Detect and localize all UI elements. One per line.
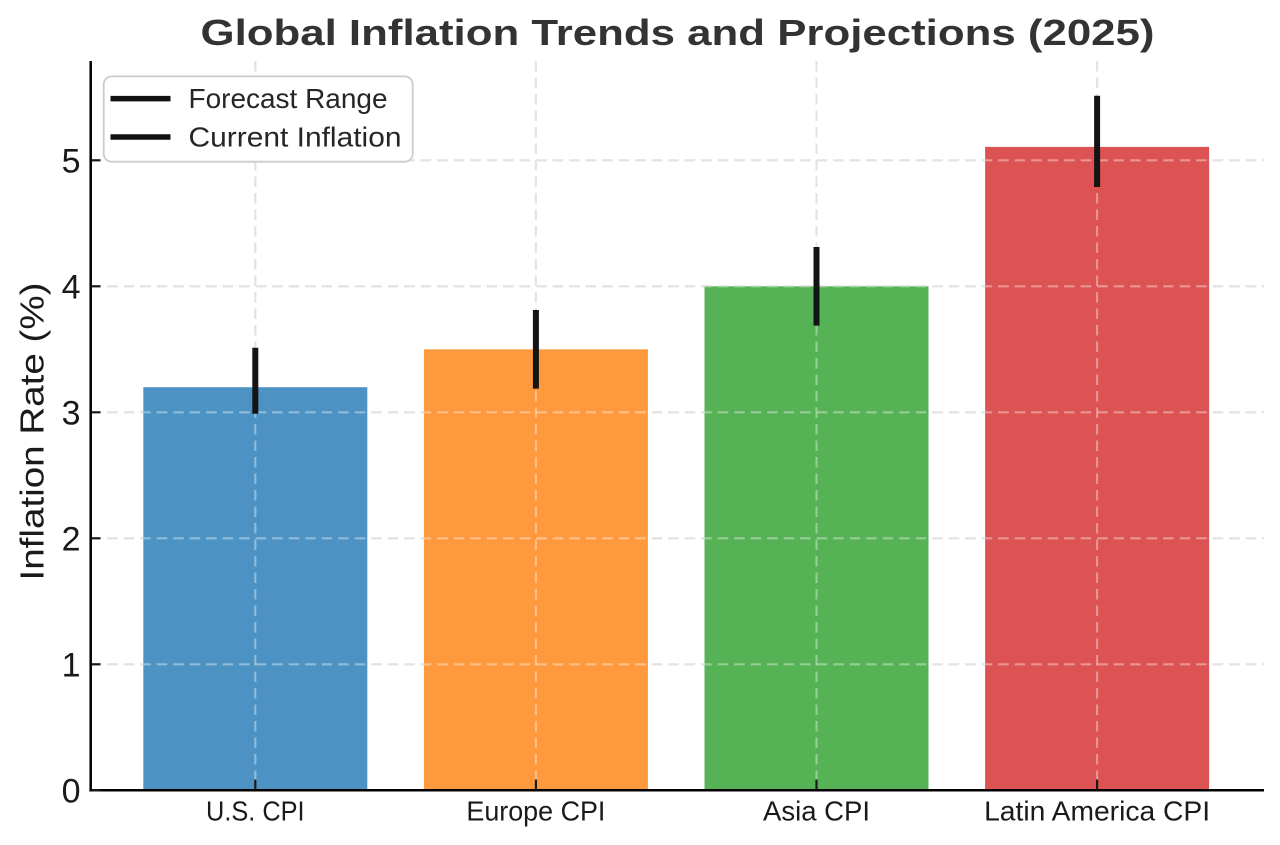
svg-text:3: 3 <box>62 395 81 433</box>
svg-text:Global Inflation Trends and Pr: Global Inflation Trends and Projections … <box>201 12 1155 53</box>
svg-text:Current Inflation: Current Inflation <box>189 121 402 152</box>
svg-text:1: 1 <box>62 647 81 685</box>
svg-text:Europe CPI: Europe CPI <box>466 795 605 826</box>
svg-text:Inflation Rate (%): Inflation Rate (%) <box>13 282 50 580</box>
svg-text:2: 2 <box>62 521 81 559</box>
svg-text:0: 0 <box>62 773 81 811</box>
svg-text:Latin America CPI: Latin America CPI <box>984 795 1210 826</box>
svg-text:4: 4 <box>62 269 81 307</box>
svg-text:Asia CPI: Asia CPI <box>763 795 870 826</box>
svg-text:Forecast Range: Forecast Range <box>189 83 388 114</box>
svg-text:5: 5 <box>62 143 81 181</box>
svg-text:U.S. CPI: U.S. CPI <box>206 795 305 826</box>
